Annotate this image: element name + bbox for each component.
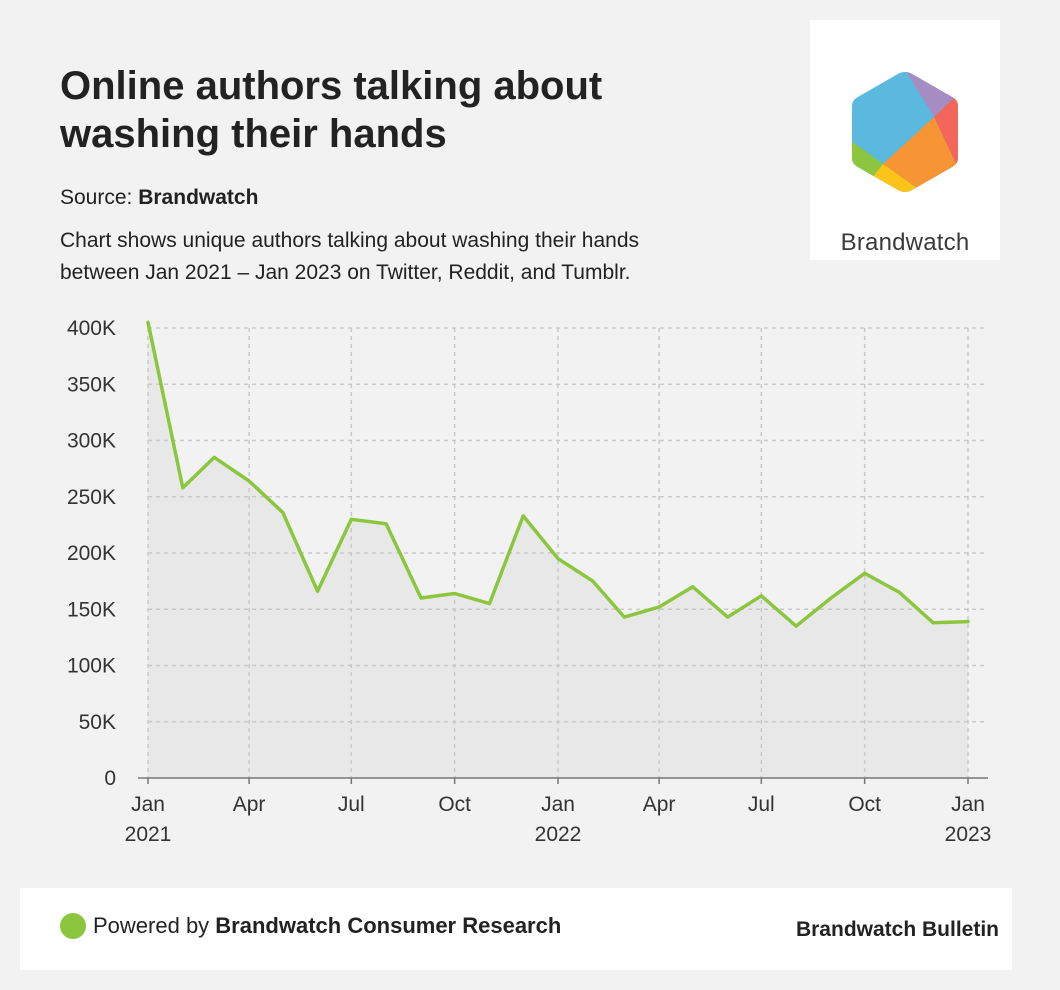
- data-point: [315, 588, 321, 594]
- x-tick-label: Oct: [848, 793, 881, 816]
- source-line: Source: Brandwatch: [60, 184, 258, 212]
- data-point: [862, 570, 868, 576]
- data-point: [418, 595, 424, 601]
- brandwatch-bulletin-label: Brandwatch Bulletin: [795, 918, 999, 941]
- data-point: [555, 556, 561, 562]
- x-tick-label: Jan: [541, 793, 575, 816]
- data-point: [487, 601, 493, 607]
- data-point: [758, 593, 764, 599]
- x-tick-label: Apr: [233, 793, 266, 816]
- y-tick-label: 50K: [79, 711, 116, 734]
- powered-brand: Brandwatch Consumer Research: [215, 913, 562, 938]
- data-point: [793, 623, 799, 629]
- data-point: [725, 614, 731, 620]
- data-point: [145, 319, 151, 325]
- x-tick-year-label: 2022: [535, 823, 582, 846]
- x-tick-label: Jan: [951, 793, 985, 816]
- x-tick-label: Jul: [338, 793, 365, 816]
- source-prefix: Source:: [60, 186, 139, 209]
- chart-title: Online authors talking about washing the…: [60, 62, 760, 158]
- area-fill: [148, 322, 968, 778]
- data-point: [452, 591, 458, 597]
- source-name: Brandwatch: [138, 186, 259, 209]
- y-tick-label: 150K: [67, 598, 116, 621]
- powered-prefix: Powered by: [93, 913, 216, 938]
- y-tick-label: 100K: [67, 655, 116, 678]
- data-point: [246, 478, 252, 484]
- data-point: [965, 619, 971, 625]
- x-tick-label: Jul: [748, 793, 775, 816]
- brandwatch-hexagon-icon: [852, 72, 958, 192]
- brandwatch-wordmark: Brandwatch: [840, 229, 970, 256]
- x-tick-label: Jan: [131, 793, 165, 816]
- data-point: [690, 584, 696, 590]
- footer-bar: Powered by Brandwatch Consumer Research …: [20, 888, 1012, 970]
- series-line: [146, 320, 970, 628]
- chart-title-line: washing their hands: [60, 112, 447, 156]
- description-line: between Jan 2021 – Jan 2023 on Twitter, …: [60, 261, 631, 284]
- chart-description: Chart shows unique authors talking about…: [60, 225, 780, 289]
- x-tick-label: Oct: [438, 793, 471, 816]
- data-point: [180, 485, 186, 491]
- y-tick-label: 350K: [67, 373, 116, 396]
- x-tick-year-label: 2021: [125, 823, 172, 846]
- data-point: [656, 604, 662, 610]
- brandwatch-logo-card: Brandwatch: [810, 20, 1000, 260]
- y-tick-label: 0: [104, 767, 116, 790]
- data-point: [590, 578, 596, 584]
- y-tick-label: 200K: [67, 542, 116, 565]
- description-line: Chart shows unique authors talking about…: [60, 229, 640, 252]
- y-tick-label: 400K: [67, 317, 116, 340]
- x-tick-label: Apr: [643, 793, 676, 816]
- y-tick-label: 300K: [67, 430, 116, 453]
- y-tick-label: 250K: [67, 486, 116, 509]
- green-dot-icon: [60, 913, 86, 939]
- line-chart: 400K 350K 300K 250K 200K 150K 100K 50K 0 Jan 2021 A…: [67, 317, 992, 846]
- data-point: [828, 595, 834, 601]
- logo-segment-red: [934, 92, 958, 172]
- data-point: [383, 521, 389, 527]
- data-point: [520, 513, 526, 519]
- powered-by-text: Powered by Brandwatch Consumer Research: [93, 912, 561, 940]
- data-point: [280, 510, 286, 516]
- data-point: [211, 454, 217, 460]
- chart-title-line: Online authors talking about: [60, 64, 603, 108]
- data-point: [897, 589, 903, 595]
- data-point: [930, 620, 936, 626]
- x-tick-year-label: 2023: [945, 823, 992, 846]
- data-point: [348, 516, 354, 522]
- data-point: [621, 614, 627, 620]
